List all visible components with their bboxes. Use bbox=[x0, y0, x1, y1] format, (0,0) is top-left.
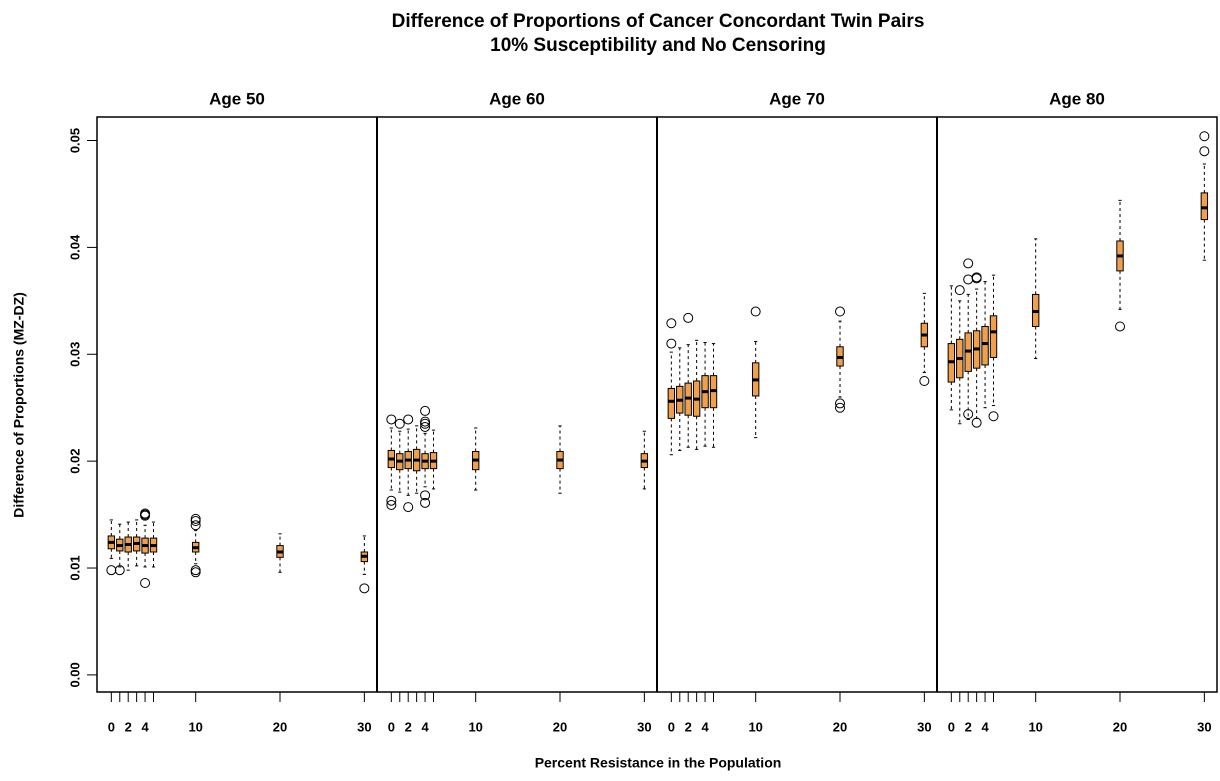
x-tick-label: 20 bbox=[833, 719, 847, 734]
x-tick-label: 10 bbox=[1028, 719, 1042, 734]
x-tick-label: 0 bbox=[948, 719, 955, 734]
chart-subtitle: 10% Susceptibility and No Censoring bbox=[490, 35, 826, 56]
y-axis-label: Difference of Proportions (MZ-DZ) bbox=[11, 292, 27, 518]
x-tick-label: 2 bbox=[685, 719, 692, 734]
y-tick-label: 0.01 bbox=[67, 555, 82, 580]
outlier bbox=[963, 274, 974, 285]
x-tick-label: 20 bbox=[273, 719, 287, 734]
box bbox=[1200, 192, 1209, 221]
x-tick-label: 30 bbox=[1197, 719, 1211, 734]
outlier bbox=[403, 414, 414, 425]
outlier bbox=[683, 312, 694, 323]
plot-frame bbox=[96, 116, 1218, 693]
x-tick-label: 0 bbox=[668, 719, 675, 734]
box bbox=[667, 387, 676, 419]
outlier bbox=[1115, 321, 1126, 332]
x-tick-label: 4 bbox=[701, 719, 709, 734]
x-tick-label: 2 bbox=[965, 719, 972, 734]
outlier bbox=[971, 273, 982, 284]
outlier bbox=[835, 402, 846, 413]
x-tick-label: 4 bbox=[141, 719, 149, 734]
outlier bbox=[420, 490, 431, 501]
y-tick-label: 0.02 bbox=[67, 448, 82, 473]
x-tick-label: 0 bbox=[108, 719, 115, 734]
box bbox=[981, 325, 989, 366]
panel-title: Age 60 bbox=[489, 89, 545, 108]
outlier bbox=[403, 502, 414, 513]
outlier bbox=[394, 418, 405, 429]
panel-title: Age 50 bbox=[209, 89, 265, 108]
x-tick-label: 10 bbox=[188, 719, 202, 734]
x-tick-label: 20 bbox=[1113, 719, 1127, 734]
y-tick-label: 0.05 bbox=[67, 128, 82, 153]
outlier bbox=[420, 418, 431, 429]
outlier bbox=[420, 421, 431, 432]
outlier bbox=[106, 565, 117, 576]
x-tick-label: 4 bbox=[981, 719, 989, 734]
outlier bbox=[835, 306, 846, 317]
outlier bbox=[954, 285, 965, 296]
outlier bbox=[190, 565, 201, 576]
outlier bbox=[835, 398, 846, 409]
x-tick-label: 2 bbox=[125, 719, 132, 734]
outlier bbox=[359, 583, 370, 594]
outlier bbox=[190, 513, 201, 524]
x-tick-label: 4 bbox=[421, 719, 429, 734]
outlier bbox=[386, 495, 397, 506]
x-axis-label: Percent Resistance in the Population bbox=[535, 755, 782, 771]
outlier bbox=[750, 306, 761, 317]
panel-title: Age 70 bbox=[769, 89, 825, 108]
outlier bbox=[1199, 146, 1210, 157]
x-tick-label: 10 bbox=[468, 719, 482, 734]
box bbox=[989, 315, 998, 358]
outlier bbox=[190, 567, 201, 578]
outlier bbox=[114, 565, 125, 576]
x-tick-label: 2 bbox=[405, 719, 412, 734]
outlier bbox=[988, 411, 999, 422]
outlier bbox=[140, 508, 151, 519]
outlier bbox=[971, 417, 982, 428]
outlier bbox=[420, 405, 431, 416]
outlier bbox=[666, 338, 677, 349]
chart-title: Difference of Proportions of Cancer Conc… bbox=[392, 11, 925, 32]
x-tick-label: 30 bbox=[637, 719, 651, 734]
outlier bbox=[963, 258, 974, 269]
outlier bbox=[140, 577, 151, 588]
outlier bbox=[963, 409, 974, 420]
outlier bbox=[386, 414, 397, 425]
outlier bbox=[386, 499, 397, 510]
y-tick-label: 0.03 bbox=[67, 342, 82, 367]
x-tick-label: 30 bbox=[357, 719, 371, 734]
outlier bbox=[1199, 131, 1210, 142]
x-tick-label: 0 bbox=[388, 719, 395, 734]
y-tick-label: 0.00 bbox=[67, 662, 82, 687]
x-tick-label: 30 bbox=[917, 719, 931, 734]
outlier bbox=[190, 520, 201, 531]
x-tick-label: 20 bbox=[553, 719, 567, 734]
y-tick-label: 0.04 bbox=[67, 234, 82, 260]
outlier bbox=[420, 497, 431, 508]
x-tick-label: 10 bbox=[748, 719, 762, 734]
panel-title: Age 80 bbox=[1049, 89, 1105, 108]
outlier bbox=[919, 375, 930, 386]
outlier bbox=[420, 416, 431, 427]
outlier bbox=[666, 318, 677, 329]
